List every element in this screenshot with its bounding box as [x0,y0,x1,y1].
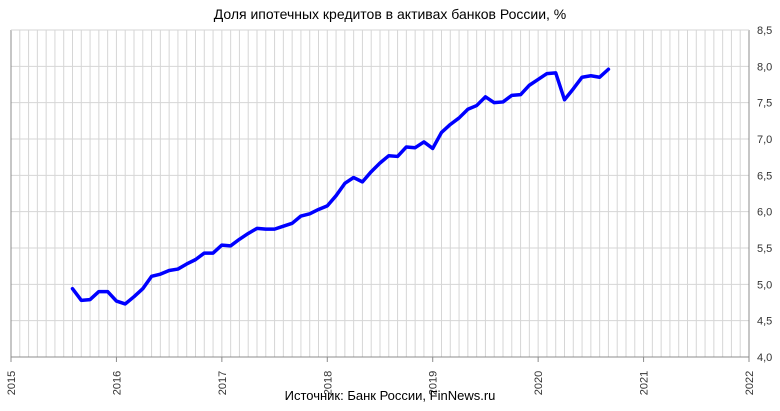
series-line [70,67,611,306]
data-point [80,299,83,302]
data-point [370,170,373,173]
y-tick-label: 7,0 [757,134,772,146]
data-point [440,131,443,134]
data-point [457,116,461,120]
y-tick-label: 4,5 [757,316,772,328]
y-tick-labels: 4,0 4,5 5,0 5,5 6,0 6,5 7,0 7,5 8,0 8,5 [757,25,772,364]
data-point [97,290,101,293]
data-point [334,194,338,197]
data-point [273,227,276,231]
data-point [554,71,557,75]
data-point [422,140,426,144]
data-point [238,238,241,241]
data-point [536,78,540,81]
data-point [545,72,549,75]
data-point [413,146,417,149]
series [70,67,611,306]
data-point [563,98,566,101]
y-tick-label: 8,0 [757,61,772,73]
x-tick-label: 2021 [639,371,651,395]
data-point [589,74,593,77]
data-point [185,262,188,266]
x-tick-labels: 2015 2016 2017 2018 2019 2020 2021 2022 [6,371,756,395]
data-point [247,232,250,235]
data-point [203,251,206,255]
data-point [343,182,347,185]
chart-title: Доля ипотечных кредитов в активах банков… [213,6,567,22]
y-tick-label: 4,0 [757,352,772,364]
data-point [159,272,162,276]
data-point [572,87,575,91]
data-point [352,176,355,179]
y-tick-label: 6,5 [757,170,772,182]
data-point [115,299,118,303]
grid [11,29,749,357]
data-point [484,95,487,99]
data-point [308,212,311,216]
data-point [132,295,136,298]
data-point [167,269,171,272]
data-point [528,84,531,87]
data-point [290,222,294,225]
data-point [88,298,92,301]
data-point [501,100,505,104]
x-tick-label: 2022 [744,371,756,395]
data-point [405,145,408,149]
data-point [493,101,496,104]
data-point [176,267,180,271]
data-point [431,147,434,150]
data-point [255,227,259,230]
data-point [194,258,197,261]
data-point [264,227,267,231]
data-point [141,287,144,290]
data-point [475,104,478,107]
x-tick-label: 2020 [533,371,545,395]
data-point [124,302,127,306]
data-point [229,244,232,248]
x-tick-label: 2016 [111,371,123,395]
data-point [299,214,303,218]
x-tick-label: 2019 [428,371,440,395]
y-tick-label: 5,0 [757,279,772,291]
data-point [387,154,390,157]
data-point [211,251,215,255]
data-point [378,161,382,165]
data-point [326,204,329,208]
chart-source: Источник: Банк России, FinNews.ru [284,388,496,403]
data-point [580,76,584,79]
y-tick-label: 8,5 [757,25,772,37]
axes [10,29,750,362]
x-tick-label: 2015 [6,371,18,395]
data-point [449,123,452,126]
data-point [106,290,109,293]
y-tick-label: 7,5 [757,98,772,110]
x-tick-label: 2017 [217,371,229,395]
y-tick-label: 6,0 [757,207,772,219]
x-tick-label: 2018 [322,371,334,395]
data-point [519,93,522,96]
data-point [71,287,74,290]
data-point [282,225,285,228]
data-point [396,155,399,158]
data-point [361,180,364,184]
data-point [317,208,320,211]
data-point [598,76,601,79]
data-point [466,108,470,111]
data-point [607,68,610,71]
y-tick-label: 5,5 [757,243,772,255]
data-point [150,275,153,278]
data-point [510,94,513,97]
data-point [220,243,224,247]
